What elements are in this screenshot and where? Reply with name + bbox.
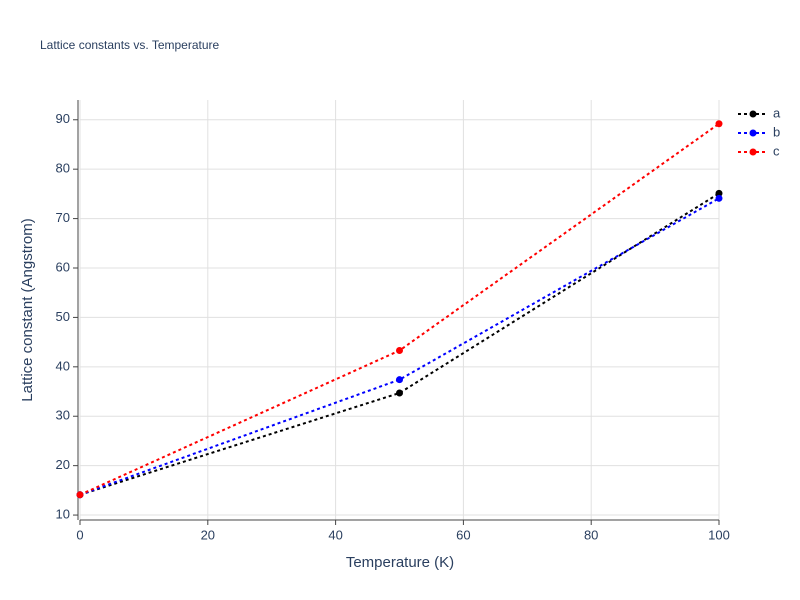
y-tick-label: 90 bbox=[56, 111, 70, 126]
legend-label: b bbox=[773, 124, 780, 139]
y-tick-label: 80 bbox=[56, 161, 70, 176]
data-point bbox=[715, 194, 723, 202]
legend-marker bbox=[749, 148, 757, 156]
x-tick-label: 80 bbox=[584, 527, 598, 542]
y-tick-label: 10 bbox=[56, 506, 70, 521]
y-tick-label: 70 bbox=[56, 210, 70, 225]
legend-marker bbox=[749, 110, 757, 118]
legend-label: c bbox=[773, 143, 780, 158]
data-point bbox=[396, 347, 403, 355]
y-tick-label: 20 bbox=[56, 457, 70, 472]
series-line bbox=[79, 197, 720, 496]
data-point bbox=[715, 189, 723, 197]
data-point bbox=[396, 389, 403, 397]
y-tick-label: 60 bbox=[56, 259, 70, 274]
data-point bbox=[76, 491, 84, 499]
data-point bbox=[715, 120, 723, 128]
x-tick-label: 60 bbox=[456, 527, 470, 542]
x-axis-label: Temperature (K) bbox=[346, 554, 454, 571]
y-tick-label: 50 bbox=[56, 309, 70, 324]
x-tick-label: 40 bbox=[328, 527, 342, 542]
x-tick-label: 0 bbox=[76, 527, 83, 542]
y-tick-label: 30 bbox=[56, 408, 70, 423]
y-tick-label: 40 bbox=[56, 358, 70, 373]
legend-marker bbox=[749, 129, 757, 137]
data-point bbox=[396, 376, 403, 384]
x-tick-label: 20 bbox=[201, 527, 215, 542]
y-axis-label: Lattice constant (Angstrom) bbox=[19, 218, 36, 401]
legend-label: a bbox=[773, 105, 781, 120]
x-tick-label: 100 bbox=[708, 527, 730, 542]
chart-title: Lattice constants vs. Temperature bbox=[40, 38, 220, 52]
